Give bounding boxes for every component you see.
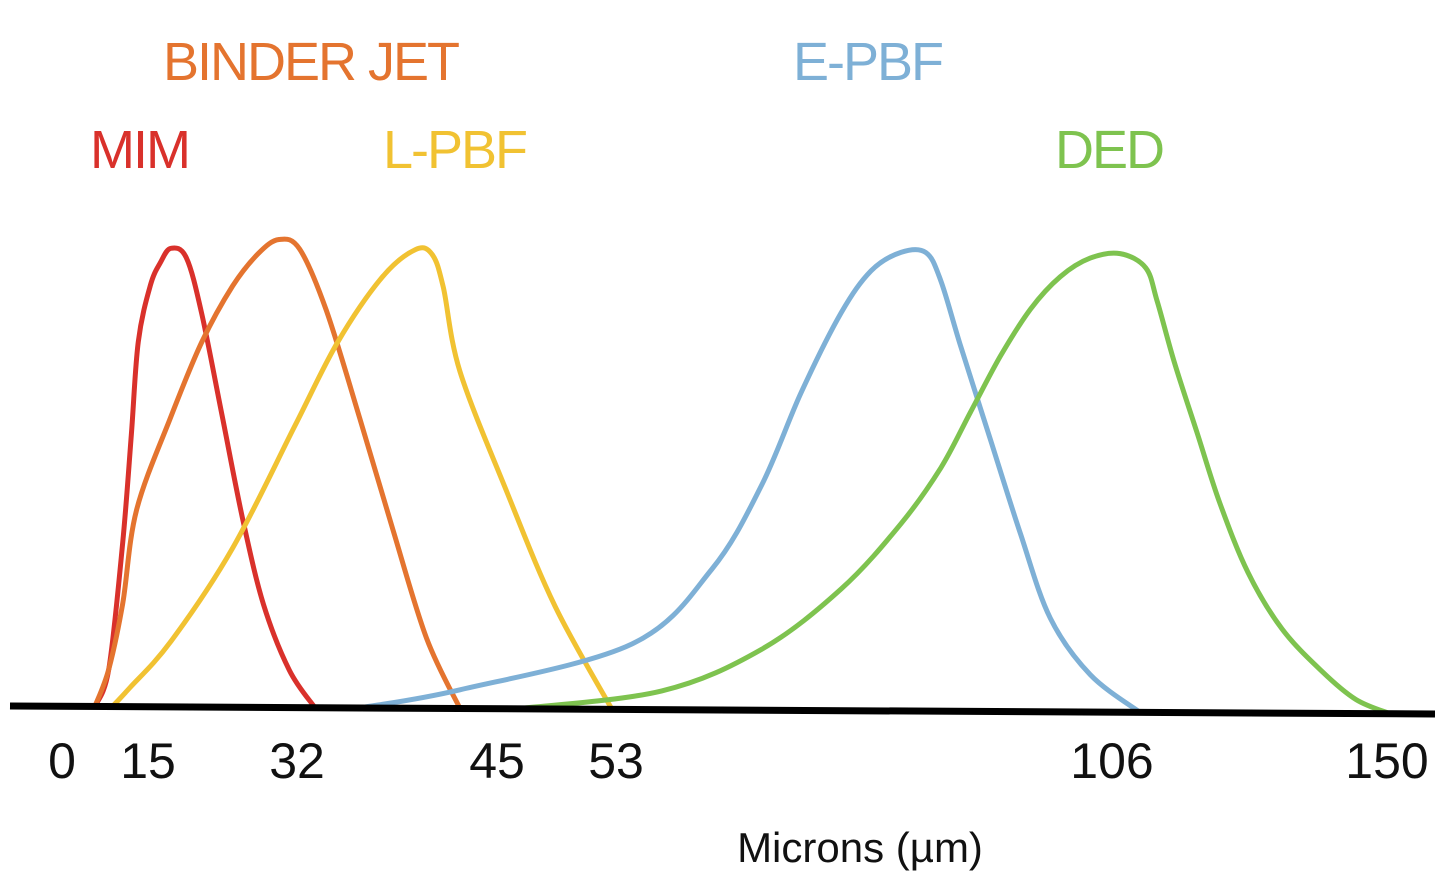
x-axis-title: Microns (µm)	[737, 824, 983, 871]
series-line-e-pbf	[357, 247, 1143, 715]
series-line-ded	[514, 250, 1393, 717]
x-axis-line	[9, 702, 1435, 718]
series-labels: MIM BINDER JET L-PBF E-PBF DED	[90, 32, 1165, 180]
series-label-mim: MIM	[90, 120, 189, 180]
x-tick-label-45: 45	[469, 733, 525, 789]
x-tick-label-32: 32	[269, 733, 325, 789]
series-line-l-pbf	[109, 245, 615, 712]
x-tick-label-15: 15	[120, 733, 176, 789]
x-tick-label-53: 53	[588, 733, 644, 789]
x-tick-label-106: 106	[1070, 733, 1153, 789]
series-line-binder-jet	[92, 236, 463, 711]
series-label-l-pbf: L-PBF	[383, 120, 526, 180]
x-tick-label-0: 0	[48, 733, 76, 789]
series-label-binder-jet: BINDER JET	[163, 32, 459, 92]
series-line-mim	[92, 245, 318, 711]
series-label-ded: DED	[1055, 120, 1163, 180]
x-tick-labels: 0 15 32 45 53 106 150	[48, 733, 1429, 789]
x-tick-label-150: 150	[1345, 733, 1428, 789]
series-label-e-pbf: E-PBF	[793, 32, 942, 92]
series-curves	[92, 236, 1393, 717]
